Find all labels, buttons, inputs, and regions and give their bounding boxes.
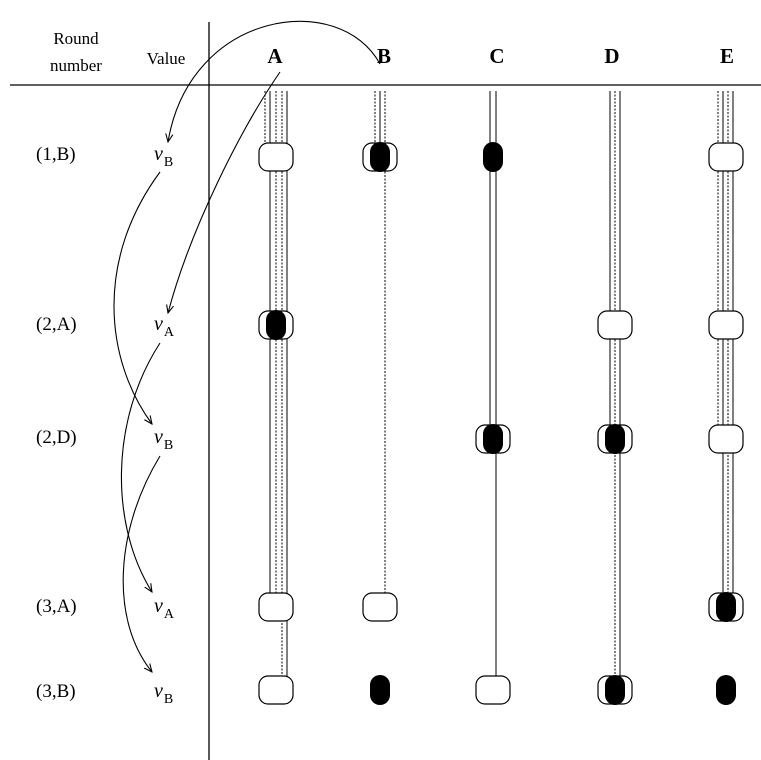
round-label: (2,D): [36, 427, 77, 448]
value-symbol: vA: [154, 595, 175, 622]
filled-marker-b: [370, 142, 390, 172]
open-marker-b: [362, 592, 398, 622]
round-number-header-line2: number: [50, 56, 102, 75]
value-header: Value: [147, 49, 186, 68]
open-marker-a: [258, 142, 294, 172]
filled-marker-a: [266, 310, 286, 340]
round-label: (3,A): [36, 596, 77, 617]
open-marker-d: [597, 310, 633, 340]
round-number-header-line1: Round: [53, 29, 99, 48]
open-marker-c: [475, 675, 511, 705]
arrow-round-1b-to-2d: [113, 171, 161, 424]
open-marker-e: [708, 424, 744, 454]
open-marker-e: [708, 142, 744, 172]
arrow-b-to-round-1b: [168, 20, 381, 142]
value-symbol: vB: [154, 680, 173, 707]
arrow-a-to-round-2a: [168, 71, 281, 313]
column-header-b: B: [377, 44, 391, 68]
open-marker-e: [708, 310, 744, 340]
filled-marker-e: [716, 592, 736, 622]
value-symbol: vB: [154, 143, 173, 170]
column-header-e: E: [720, 44, 734, 68]
round-markers: [258, 142, 744, 705]
open-marker-a: [258, 592, 294, 622]
round-label: (2,A): [36, 314, 77, 335]
value-symbol: vA: [154, 313, 175, 340]
value-column: vB vA vB vA vB: [154, 143, 175, 707]
value-symbol: vB: [154, 426, 173, 453]
filled-marker-d: [605, 424, 625, 454]
column-header-c: C: [489, 44, 504, 68]
column-headers: A B C D E: [267, 44, 734, 68]
row-labels: (1,B) (2,A) (2,D) (3,A) (3,B): [36, 144, 77, 702]
open-marker-a: [258, 675, 294, 705]
timelines: [264, 91, 734, 690]
arrow-round-2a-to-3a: [120, 342, 161, 592]
round-label: (3,B): [36, 681, 76, 702]
round-label: (1,B): [36, 144, 76, 165]
column-header-a: A: [267, 44, 283, 68]
arrow-round-2d-to-3b: [122, 455, 161, 672]
filled-marker-d: [605, 675, 625, 705]
filled-marker-c: [483, 424, 503, 454]
filled-marker-b: [370, 675, 390, 705]
filled-marker-c: [483, 142, 503, 172]
arrows: [113, 20, 381, 672]
filled-marker-e: [716, 675, 736, 705]
column-header-d: D: [604, 44, 619, 68]
